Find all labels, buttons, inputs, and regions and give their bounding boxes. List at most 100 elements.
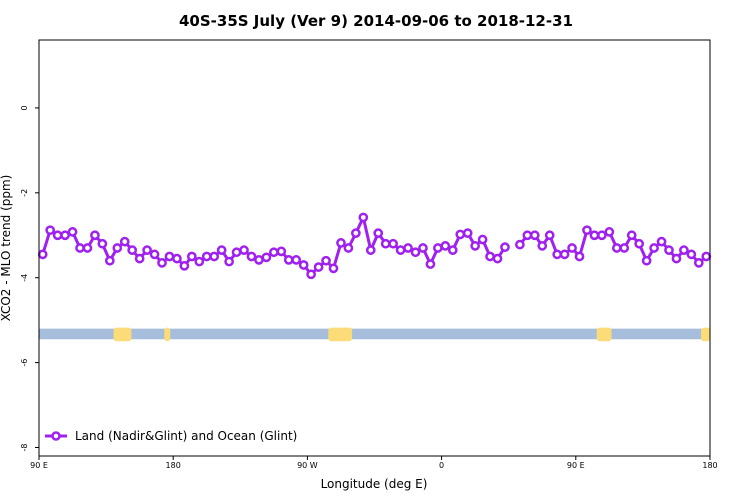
x-axis-label: Longitude (deg E): [321, 477, 428, 491]
data-point: [395, 245, 406, 255]
x-tick-label: 180: [702, 461, 717, 470]
data-point: [559, 249, 570, 260]
data-point: [410, 247, 421, 258]
data-point: [164, 251, 175, 262]
data-point: [351, 228, 361, 238]
x-axis: 90 E 180 90 W 0 90 E 180: [30, 456, 718, 470]
data-point: [537, 241, 548, 251]
data-point: [209, 251, 220, 262]
y-tick-label: -2: [20, 189, 29, 197]
data-point: [671, 253, 682, 264]
y-axis: 0 -2 -4 -6 -8: [20, 105, 39, 452]
data-point: [611, 243, 622, 253]
data-point: [470, 241, 480, 251]
data-point: [373, 228, 384, 238]
data-point: [97, 238, 108, 249]
data-point: [701, 251, 712, 262]
data-point: [626, 230, 637, 241]
data-point: [224, 256, 234, 267]
plot-frame: [38, 39, 711, 457]
data-point: [254, 255, 264, 265]
data-point: [231, 247, 242, 258]
data-point: [82, 243, 93, 253]
legend-marker: [51, 431, 61, 441]
data-point: [201, 251, 212, 262]
data-point: [455, 229, 466, 240]
data-point: [194, 256, 205, 267]
chart-title: 40S-35S July (Ver 9) 2014-09-06 to 2018-…: [179, 12, 573, 30]
data-point: [37, 249, 48, 260]
data-point: [693, 258, 704, 268]
ocean-strip: [39, 328, 710, 340]
data-point: [656, 236, 667, 247]
data-point: [634, 238, 645, 249]
data-point: [589, 230, 600, 241]
x-tick-label: 0: [439, 461, 444, 470]
data-point: [336, 238, 346, 248]
legend-entry: Land (Nadir&Glint) and Ocean (Glint): [75, 429, 297, 443]
data-point: [75, 243, 85, 253]
y-tick-label: -4: [20, 274, 29, 282]
data-point: [67, 227, 78, 237]
data-point: [500, 242, 510, 253]
x-tick-label: 90 W: [297, 461, 318, 470]
data-point: [119, 236, 130, 247]
data-point: [112, 243, 123, 253]
data-point: [403, 243, 413, 253]
data-point: [239, 245, 249, 255]
data-point: [522, 230, 533, 241]
legend: Land (Nadir&Glint) and Ocean (Glint): [45, 429, 297, 443]
data-point: [477, 234, 488, 245]
data-point: [283, 255, 294, 265]
data-point: [328, 263, 339, 274]
data-point: [104, 255, 115, 266]
data-point: [649, 243, 659, 253]
data-point: [261, 252, 272, 263]
data-point: [60, 230, 70, 241]
data-point: [90, 230, 100, 241]
x-tick-label: 90 E: [30, 461, 48, 470]
data-point: [291, 255, 302, 265]
data-point: [142, 245, 152, 255]
data-point: [679, 245, 689, 255]
data-point: [358, 212, 369, 223]
data-point: [269, 247, 279, 258]
data-point: [380, 238, 391, 249]
data-point: [552, 249, 563, 260]
land-patch: [701, 327, 710, 342]
data-point: [597, 230, 607, 241]
data-point: [127, 245, 138, 255]
data-point: [172, 253, 182, 264]
data-point: [619, 243, 630, 253]
data-point: [149, 249, 160, 260]
data-point: [298, 260, 309, 270]
data-point: [492, 253, 503, 264]
data-point: [418, 243, 428, 253]
data-point: [447, 245, 458, 255]
land-patch: [328, 327, 353, 342]
data-point: [179, 260, 190, 271]
land-patch: [596, 327, 612, 342]
y-axis-label: XCO2 - MLO trend (ppm): [0, 175, 13, 322]
data-point: [515, 239, 525, 250]
data-point: [45, 225, 56, 236]
land-patch: [164, 327, 171, 342]
data-point: [567, 243, 577, 253]
data-point: [313, 262, 324, 272]
y-tick-label: -8: [20, 444, 29, 452]
data-point: [186, 251, 197, 262]
data-point: [246, 251, 257, 262]
data-point: [157, 258, 167, 268]
data-point: [321, 255, 331, 266]
x-tick-label: 180: [166, 461, 181, 470]
data-point: [216, 245, 227, 255]
data-point: [306, 269, 316, 280]
data-point: [686, 249, 697, 260]
data-point: [440, 241, 451, 251]
y-tick-label: -6: [20, 359, 29, 367]
data-point: [52, 230, 63, 241]
data-point: [462, 228, 473, 238]
data-point: [529, 230, 540, 241]
x-tick-label: 90 E: [567, 461, 585, 470]
